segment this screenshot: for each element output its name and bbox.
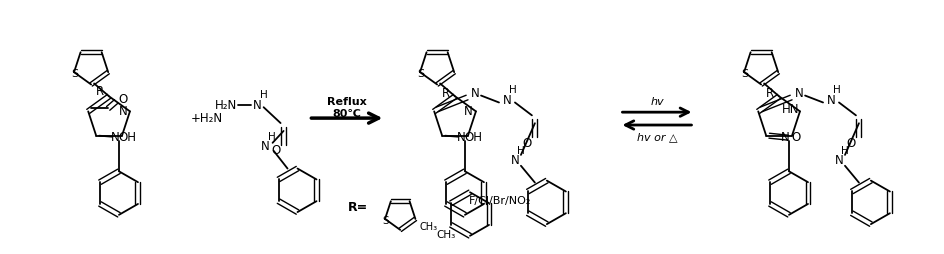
Text: hv: hv [649,97,663,107]
Text: N: N [118,105,127,118]
Text: O: O [271,144,280,157]
Text: hv or △: hv or △ [636,132,677,142]
Text: S: S [741,69,748,79]
Text: O: O [846,136,854,150]
Text: N: N [456,131,464,144]
Text: N: N [110,131,119,144]
Text: N: N [464,105,472,118]
Text: R=: R= [347,201,368,214]
Text: H: H [516,146,524,156]
Text: O: O [118,93,127,106]
Text: S: S [72,69,78,79]
Text: S: S [382,216,389,226]
Text: CH₃: CH₃ [419,222,437,232]
Text: F/Cl/Br/NO₂: F/Cl/Br/NO₂ [468,196,531,206]
Text: OH: OH [464,131,481,144]
Text: R: R [766,87,773,100]
Text: N: N [826,94,834,107]
Text: N: N [253,99,261,112]
Text: 80℃: 80℃ [332,109,361,119]
Text: N: N [510,154,519,167]
Text: N: N [794,87,802,100]
Text: N: N [261,140,270,153]
Text: HN: HN [782,103,799,116]
Text: O: O [522,136,531,150]
Text: S: S [417,69,424,79]
Text: OH: OH [118,131,136,144]
Text: H: H [509,85,516,94]
Text: N: N [834,154,842,167]
Text: +H₂N: +H₂N [191,112,223,125]
Text: N: N [780,131,788,144]
Text: H: H [833,85,840,94]
Text: H₂N: H₂N [214,99,237,112]
Text: R: R [96,85,104,98]
Text: R: R [442,87,449,100]
Text: O: O [791,131,800,144]
Text: H: H [267,132,275,142]
Text: Reflux: Reflux [327,97,366,107]
Text: N: N [502,94,511,107]
Text: CH₃: CH₃ [436,230,455,240]
Text: H: H [260,90,267,100]
Text: H: H [840,146,848,156]
Text: N: N [470,87,479,100]
